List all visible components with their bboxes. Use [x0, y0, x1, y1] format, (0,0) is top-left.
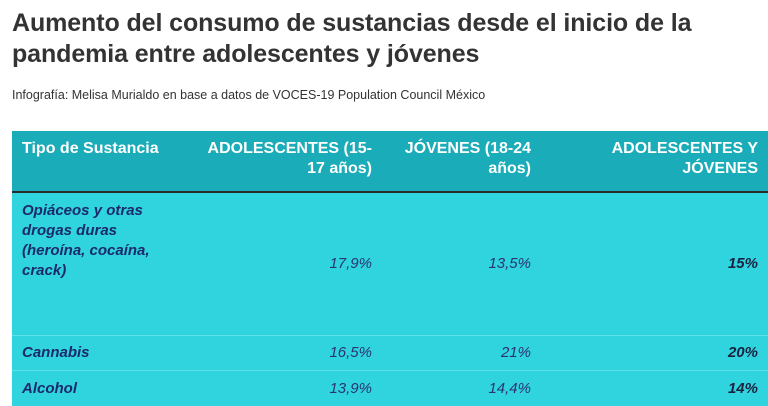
table-row: Opiáceos y otras drogas duras (heroína, … [12, 192, 768, 336]
column-header-combined: ADOLESCENTES Y JÓVENES [541, 131, 768, 192]
cell-substance: Opiáceos y otras drogas duras (heroína, … [12, 192, 184, 336]
table-row: Alcohol 13,9% 14,4% 14% [12, 371, 768, 406]
cell-combined: 14% [541, 371, 768, 406]
cell-substance: Cannabis [12, 336, 184, 371]
table-header-row: Tipo de Sustancia ADOLESCENTES (15-17 añ… [12, 131, 768, 192]
cell-combined: 20% [541, 336, 768, 371]
cell-adolescents: 16,5% [184, 336, 382, 371]
column-header-youth: JÓVENES (18-24 años) [382, 131, 541, 192]
column-header-substance: Tipo de Sustancia [12, 131, 184, 192]
cell-adolescents: 13,9% [184, 371, 382, 406]
substance-table: Tipo de Sustancia ADOLESCENTES (15-17 añ… [12, 131, 768, 406]
cell-adolescents: 17,9% [184, 192, 382, 336]
cell-substance: Alcohol [12, 371, 184, 406]
table-row: Cannabis 16,5% 21% 20% [12, 336, 768, 371]
cell-youth: 21% [382, 336, 541, 371]
page-title: Aumento del consumo de sustancias desde … [12, 8, 762, 70]
cell-youth: 13,5% [382, 192, 541, 336]
cell-youth: 14,4% [382, 371, 541, 406]
source-credit: Infografía: Melisa Murialdo en base a da… [12, 88, 485, 102]
cell-combined: 15% [541, 192, 768, 336]
column-header-adolescents: ADOLESCENTES (15-17 años) [184, 131, 382, 192]
